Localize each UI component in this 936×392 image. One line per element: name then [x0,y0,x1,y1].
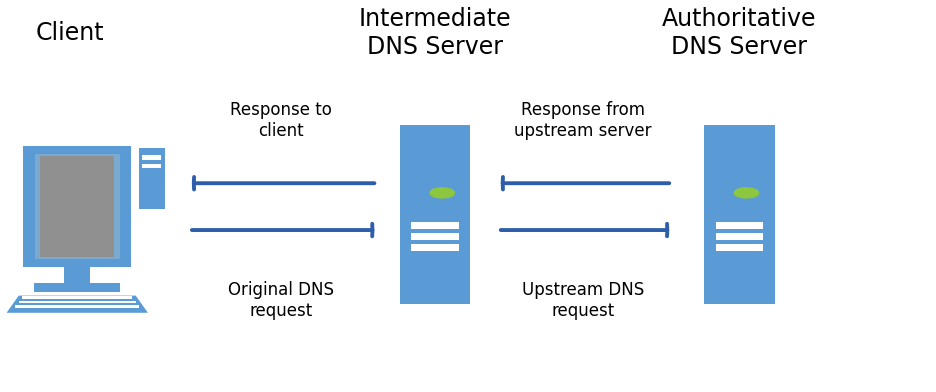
Text: Upstream DNS
request: Upstream DNS request [522,281,644,320]
FancyBboxPatch shape [19,301,136,303]
FancyBboxPatch shape [139,148,165,209]
FancyBboxPatch shape [22,296,132,299]
Text: Response from
upstream server: Response from upstream server [515,102,651,140]
FancyBboxPatch shape [705,125,775,304]
FancyBboxPatch shape [16,305,139,308]
FancyBboxPatch shape [23,146,131,267]
FancyBboxPatch shape [142,155,161,160]
Text: Response to
client: Response to client [230,102,331,140]
Text: Intermediate
DNS Server: Intermediate DNS Server [358,7,512,59]
FancyBboxPatch shape [412,233,460,240]
Text: Client: Client [36,21,105,45]
FancyBboxPatch shape [716,244,764,250]
FancyBboxPatch shape [412,244,460,250]
Polygon shape [7,296,148,313]
FancyBboxPatch shape [65,267,90,283]
FancyBboxPatch shape [35,283,120,292]
Text: Authoritative
DNS Server: Authoritative DNS Server [662,7,817,59]
Circle shape [431,188,455,198]
FancyBboxPatch shape [401,125,471,304]
FancyBboxPatch shape [35,154,120,260]
FancyBboxPatch shape [716,233,764,240]
FancyBboxPatch shape [716,222,764,229]
FancyBboxPatch shape [412,222,460,229]
FancyBboxPatch shape [40,156,114,257]
Text: Original DNS
request: Original DNS request [227,281,334,320]
FancyBboxPatch shape [142,164,161,169]
Circle shape [735,188,759,198]
